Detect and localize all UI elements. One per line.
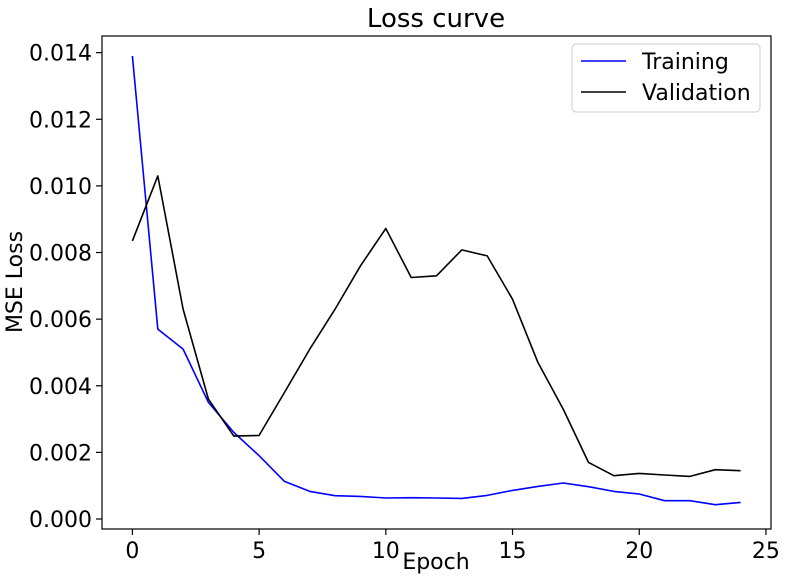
y-tick-label: 0.012 (29, 108, 92, 133)
series-line-training (131, 55, 741, 506)
x-axis-ticks: 0 5 10 15 20 25 (125, 529, 780, 564)
axes-frame (101, 35, 772, 530)
y-tick-label: 0.008 (29, 242, 92, 267)
x-tick-label: 10 (372, 539, 400, 564)
x-tick-label: 0 (125, 539, 139, 564)
y-tick-label: 0.000 (29, 508, 92, 533)
chart-title: Loss curve (367, 4, 505, 34)
y-tick-label: 0.006 (29, 308, 92, 333)
x-tick-label: 5 (252, 539, 266, 564)
y-tick-label: 0.004 (29, 375, 92, 400)
x-tick-label: 20 (625, 539, 653, 564)
legend-label-validation: Validation (642, 81, 751, 106)
legend: Training Validation (571, 43, 761, 113)
y-axis-ticks: 0.000 0.002 0.004 0.006 0.008 0.010 0.012 0.014 (29, 42, 102, 533)
legend-label-training: Training (641, 50, 729, 75)
x-tick-label: 25 (752, 539, 780, 564)
y-tick-label: 0.014 (29, 42, 92, 67)
x-tick-label: 15 (499, 539, 527, 564)
x-axis-label: Epoch (402, 550, 469, 575)
plot-area (131, 55, 741, 506)
series-line-validation (131, 175, 741, 478)
y-axis-label: MSE Loss (3, 231, 28, 333)
y-tick-label: 0.002 (29, 441, 92, 466)
y-tick-label: 0.010 (29, 175, 92, 200)
